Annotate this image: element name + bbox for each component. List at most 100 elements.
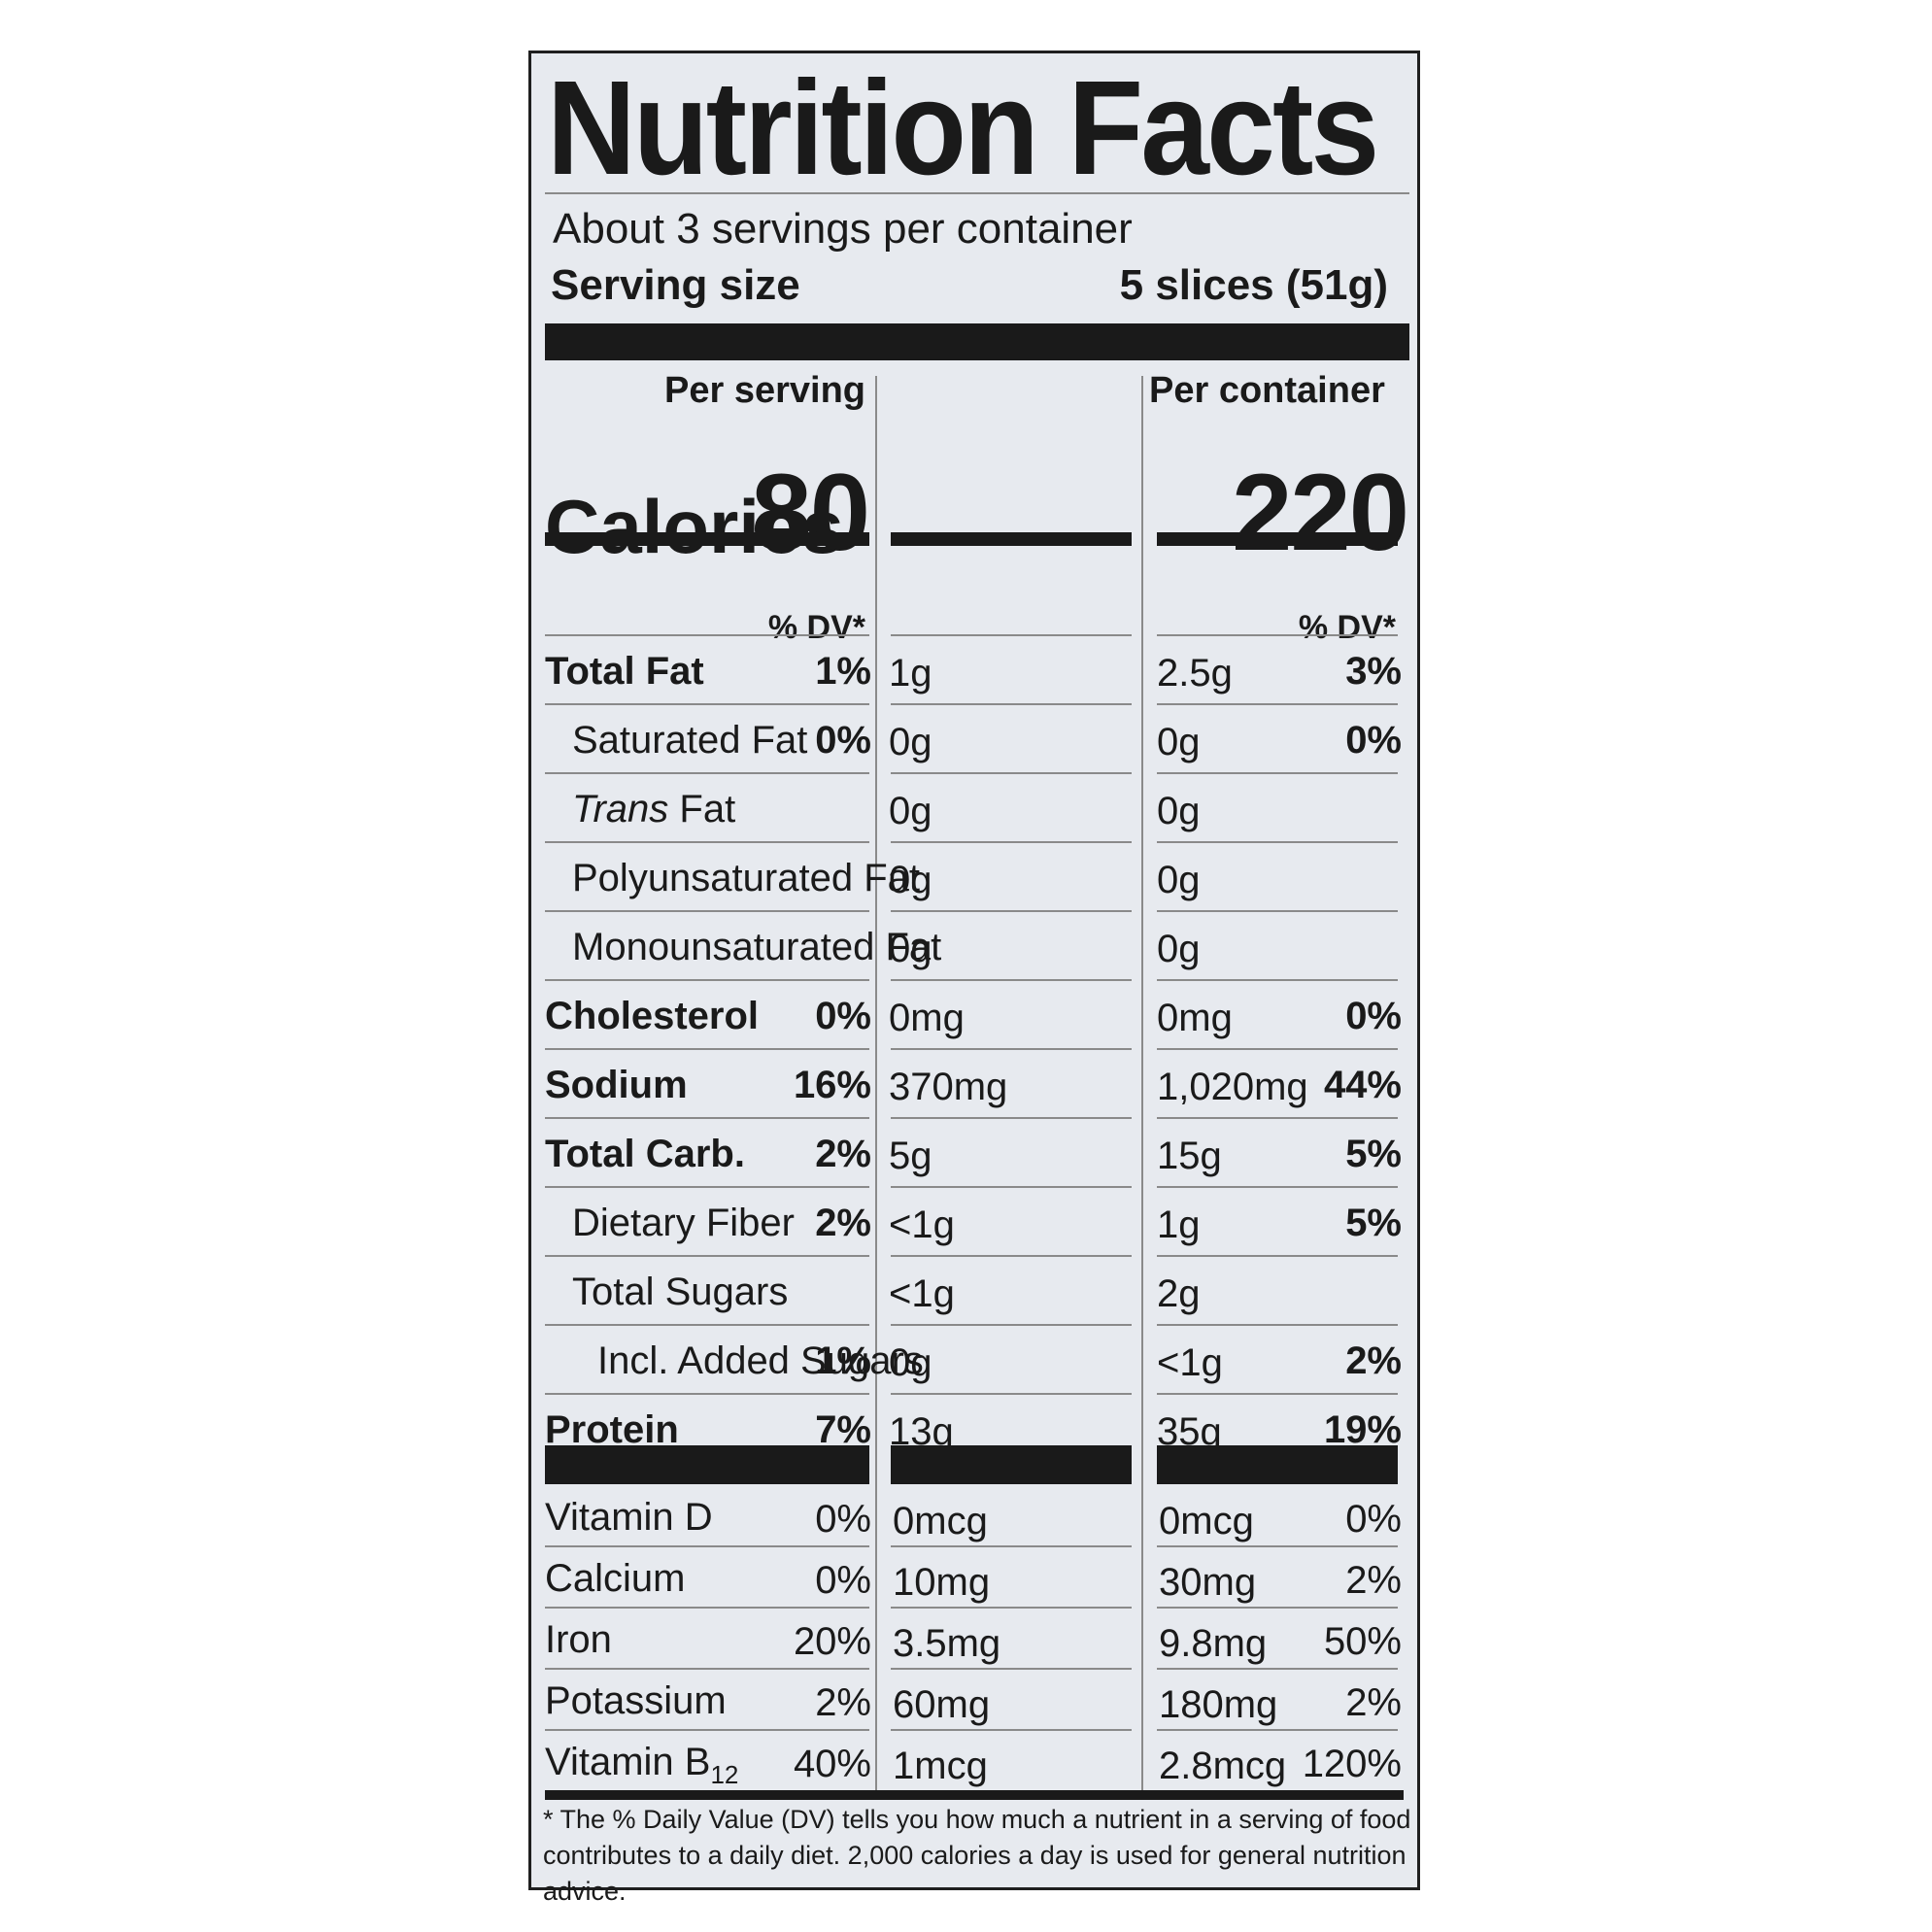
vitamin-name: Vitamin D xyxy=(545,1494,713,1541)
row-divider xyxy=(891,1729,1132,1731)
vitamin-row: Calcium 10mg 0% 30mg 2% xyxy=(531,1547,1423,1609)
container-dv: 2% xyxy=(1345,1339,1402,1382)
container-amount: 30mg xyxy=(1159,1561,1257,1604)
column-divider-container xyxy=(1141,376,1143,1790)
row-divider xyxy=(545,772,869,774)
row-divider xyxy=(1157,1607,1398,1609)
container-amount: 2g xyxy=(1157,1272,1201,1315)
thick-divider-container xyxy=(1157,1445,1398,1484)
dv-header-serving: % DV* xyxy=(767,609,865,646)
row-divider xyxy=(1157,1545,1398,1547)
serving-amount: 0g xyxy=(889,859,932,901)
serving-amount: 0g xyxy=(889,1341,932,1384)
container-dv: 0% xyxy=(1345,719,1402,762)
row-divider xyxy=(1157,703,1398,705)
nutrition-label: Nutrition Facts About 3 servings per con… xyxy=(528,51,1423,1906)
row-divider xyxy=(891,634,1132,636)
row-divider xyxy=(1157,1186,1398,1188)
row-divider xyxy=(545,1117,869,1119)
vitamin-name-subscript: 12 xyxy=(710,1760,739,1789)
serving-amount: 0mcg xyxy=(893,1500,988,1542)
serving-dv: 1% xyxy=(815,650,871,693)
nutrient-name-rest: Fat xyxy=(668,788,736,830)
container-amount: 0g xyxy=(1157,790,1201,832)
container-amount: 9.8mg xyxy=(1159,1622,1268,1665)
container-dv: 0% xyxy=(1345,1498,1402,1541)
container-amount: 0mg xyxy=(1157,997,1233,1039)
vitamin-name-text: Vitamin D xyxy=(545,1496,713,1539)
nutrient-row: Monounsaturated Fat 0g 0g xyxy=(531,912,1423,981)
nutrient-name: Total Sugars xyxy=(572,1271,789,1313)
nutrient-name: Total Fat xyxy=(545,650,704,693)
calories-rule-serving xyxy=(891,532,1132,546)
container-dv: 120% xyxy=(1302,1743,1402,1785)
label-title: Nutrition Facts xyxy=(547,53,1379,203)
serving-amount: 10mg xyxy=(893,1561,991,1604)
serving-amount: 60mg xyxy=(893,1683,991,1726)
row-divider xyxy=(1157,772,1398,774)
calories-rule-name xyxy=(545,532,869,546)
row-divider xyxy=(1157,1324,1398,1326)
row-divider xyxy=(891,1324,1132,1326)
nutrient-row: Total Fat 1g 1% 2.5g 3% xyxy=(531,636,1423,705)
serving-dv: 7% xyxy=(815,1408,871,1451)
row-divider xyxy=(891,1393,1132,1395)
row-divider xyxy=(545,1048,869,1050)
thick-divider-serving xyxy=(891,1445,1132,1484)
serving-dv: 0% xyxy=(815,1559,871,1602)
vitamin-name-text: Calcium xyxy=(545,1557,686,1600)
container-dv: 44% xyxy=(1323,1064,1402,1106)
serving-dv: 0% xyxy=(815,995,871,1037)
container-amount: 0g xyxy=(1157,928,1201,970)
serving-amount: 370mg xyxy=(889,1066,1008,1108)
container-amount: 0g xyxy=(1157,859,1201,901)
row-divider xyxy=(891,1117,1132,1119)
row-divider xyxy=(1157,1393,1398,1395)
nutrient-row: Incl. Added Sugars 0g 1% <1g 2% xyxy=(531,1326,1423,1395)
row-divider xyxy=(1157,1668,1398,1670)
nutrient-name: Incl. Added Sugars xyxy=(597,1339,924,1382)
nutrient-row: Dietary Fiber <1g 2% 1g 5% xyxy=(531,1188,1423,1257)
row-divider xyxy=(891,1186,1132,1188)
serving-amount: 3.5mg xyxy=(893,1622,1001,1665)
nutrient-row: Trans Fat 0g 0g xyxy=(531,774,1423,843)
row-divider xyxy=(545,1186,869,1188)
container-amount: 1g xyxy=(1157,1203,1201,1246)
vitamin-row: Potassium 60mg 2% 180mg 2% xyxy=(531,1670,1423,1731)
serving-amount: <1g xyxy=(889,1272,955,1315)
serving-amount: <1g xyxy=(889,1203,955,1246)
dv-header-container: % DV* xyxy=(1298,609,1396,646)
row-divider xyxy=(1157,1729,1398,1731)
row-divider xyxy=(545,634,869,636)
row-divider xyxy=(1157,1048,1398,1050)
container-dv: 3% xyxy=(1345,650,1402,693)
thick-divider-name xyxy=(545,1445,869,1484)
row-divider xyxy=(1157,1117,1398,1119)
container-dv: 0% xyxy=(1345,995,1402,1037)
row-divider xyxy=(545,841,869,843)
calories-label: Calories xyxy=(545,484,844,569)
vitamin-name: Potassium xyxy=(545,1678,727,1724)
nutrient-row: Total Sugars <1g 2g xyxy=(531,1257,1423,1326)
nutrient-name: Polyunsaturated Fat xyxy=(572,857,920,899)
bottom-rule xyxy=(545,1790,1404,1800)
container-dv: 2% xyxy=(1345,1681,1402,1724)
serving-dv: 20% xyxy=(793,1620,871,1663)
vitamin-name-text: Iron xyxy=(545,1618,612,1661)
container-amount: 15g xyxy=(1157,1135,1222,1177)
serving-dv: 16% xyxy=(793,1064,871,1106)
vitamin-row: Iron 3.5mg 20% 9.8mg 50% xyxy=(531,1609,1423,1670)
row-divider xyxy=(1157,841,1398,843)
row-divider xyxy=(891,1048,1132,1050)
serving-amount: 0g xyxy=(889,721,932,763)
per-serving-header: Per serving xyxy=(664,370,865,411)
container-dv: 19% xyxy=(1323,1408,1402,1451)
serving-dv: 2% xyxy=(815,1681,871,1724)
nutrient-name-italic: Trans xyxy=(572,788,669,830)
row-divider xyxy=(891,841,1132,843)
row-divider xyxy=(545,1607,869,1609)
container-dv: 5% xyxy=(1345,1133,1402,1175)
serving-amount: 1g xyxy=(889,652,932,695)
nutrient-name: Sodium xyxy=(545,1064,688,1106)
serving-amount: 5g xyxy=(889,1135,932,1177)
